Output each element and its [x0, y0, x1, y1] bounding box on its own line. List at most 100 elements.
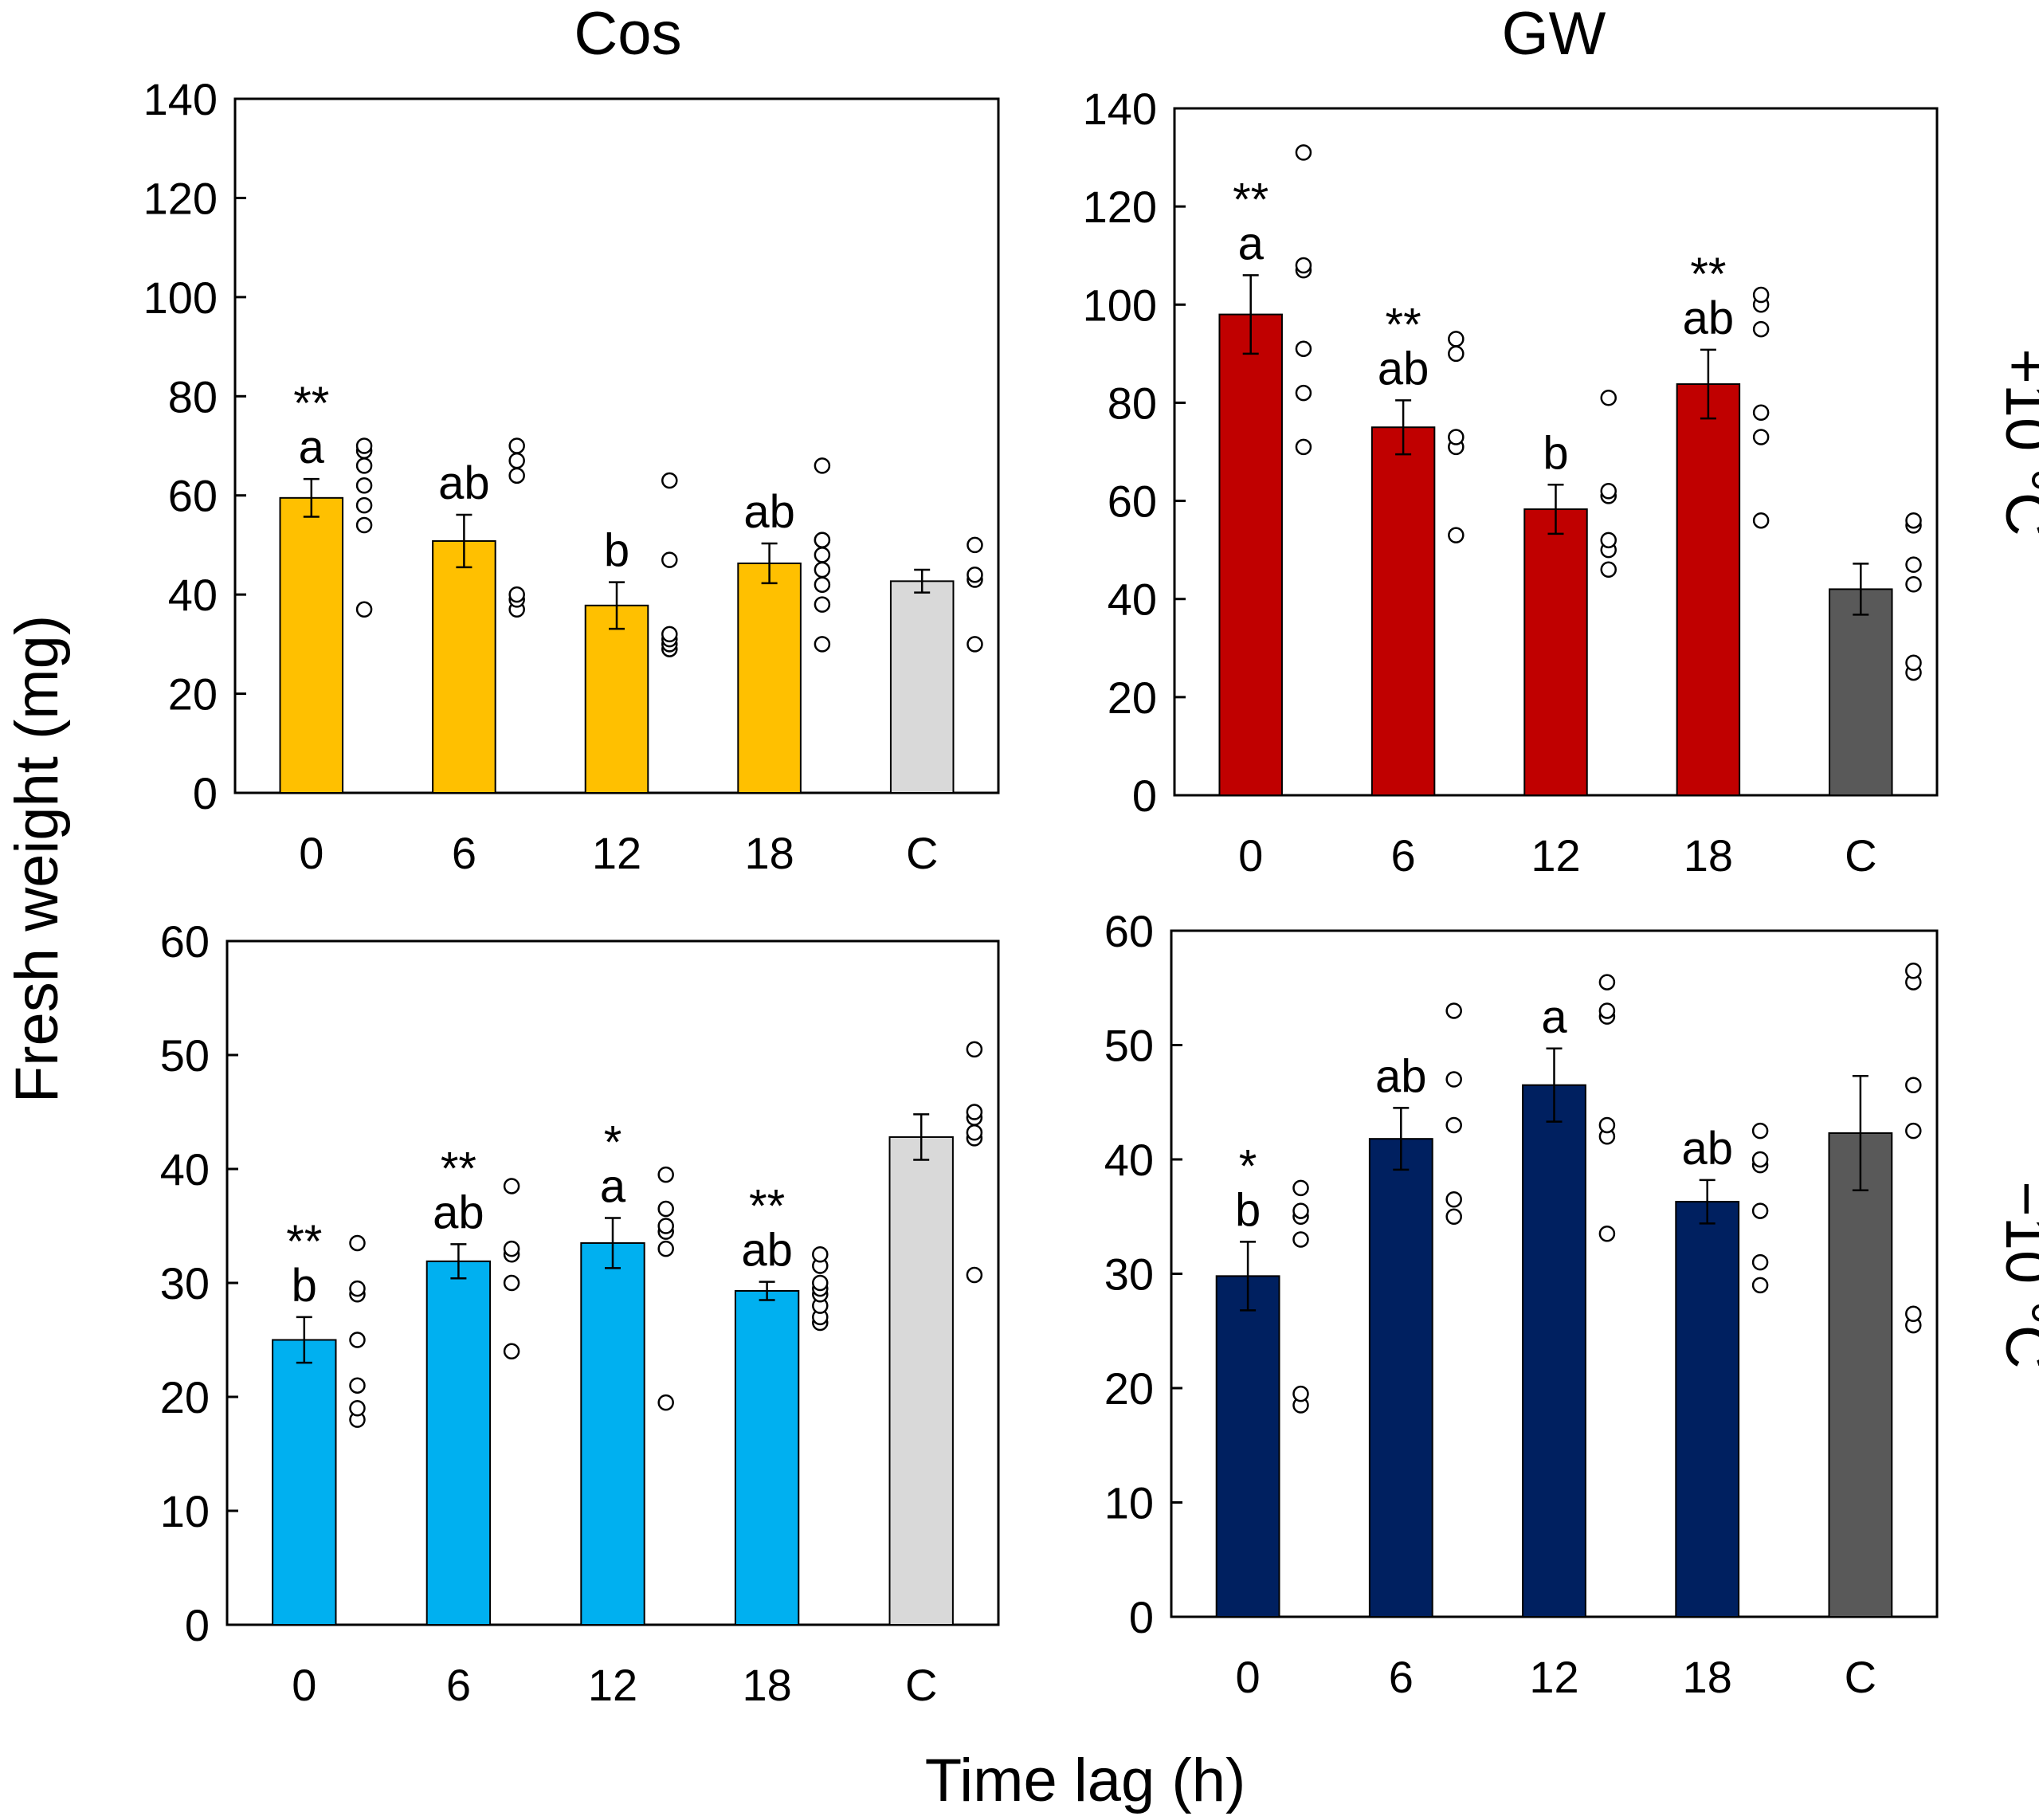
group-letter-cos-plus10-1: ab: [438, 457, 490, 509]
bar-cos-minus10-2: [580, 1241, 645, 1626]
data-point-cos-plus10-0-3: [355, 477, 373, 494]
y-tick-label-gw-plus10-3: 60: [1108, 477, 1157, 527]
data-point-cos-minus10-4-5: [966, 1041, 983, 1058]
data-point-cos-plus10-2-4: [661, 551, 678, 568]
bar-gw-plus10-4: [1829, 588, 1893, 797]
y-tick-label-cos-plus10-0: 0: [193, 768, 218, 818]
group-letter-cos-minus10-3: ab: [741, 1225, 793, 1277]
data-point-gw-plus10-2-4: [1600, 483, 1617, 500]
data-point-gw-plus10-4-3: [1905, 556, 1922, 573]
data-point-gw-minus10-1-3: [1445, 1071, 1462, 1088]
x-tick-label-cos-plus10-4: C: [906, 828, 938, 878]
data-point-gw-minus10-0-5: [1292, 1179, 1309, 1197]
group-letter-cos-minus10-2: a: [600, 1160, 626, 1212]
y-tick-label-cos-minus10-3: 30: [160, 1258, 210, 1308]
data-point-gw-minus10-0-4: [1292, 1202, 1309, 1219]
data-point-gw-plus10-0-0: [1295, 438, 1312, 456]
x-tick-label-gw-minus10-3: 18: [1683, 1652, 1732, 1702]
group-letter-gw-minus10-0: b: [1235, 1184, 1261, 1236]
y-axis-gw-minus10: 0 10 20 30 40 50 60: [1104, 906, 1182, 1642]
data-point-cos-minus10-4-0: [966, 1266, 983, 1284]
bar-gw-minus10-2: [1522, 1084, 1586, 1618]
y-tick-label-gw-minus10-2: 20: [1104, 1363, 1154, 1414]
y-tick-label-gw-plus10-2: 40: [1108, 575, 1157, 625]
x-tick-label-gw-plus10-1: 6: [1391, 830, 1416, 881]
y-tick-label-cos-minus10-1: 10: [160, 1486, 210, 1536]
x-tick-label-gw-plus10-0: 0: [1238, 830, 1263, 881]
data-point-gw-minus10-1-4: [1445, 1002, 1462, 1019]
group-letter-gw-minus10-2: a: [1541, 991, 1567, 1043]
x-tick-label-gw-plus10-2: 12: [1531, 830, 1580, 881]
data-point-gw-minus10-1-0: [1445, 1208, 1462, 1225]
x-tick-label-cos-plus10-1: 6: [452, 828, 476, 878]
data-point-gw-minus10-1-2: [1445, 1116, 1462, 1134]
data-point-cos-plus10-0-4: [355, 457, 373, 474]
x-axis-gw-plus10: 0 6 12 18 C: [1238, 830, 1876, 881]
data-point-gw-minus10-2-4: [1598, 1002, 1616, 1019]
y-tick-label-cos-minus10-2: 20: [160, 1372, 210, 1422]
data-point-gw-minus10-3-5: [1751, 1122, 1769, 1139]
group-letter-gw-plus10-1: ab: [1378, 343, 1429, 394]
data-point-cos-plus10-0-1: [355, 516, 373, 534]
x-tick-label-cos-plus10-2: 12: [592, 828, 641, 878]
bar-cos-minus10-4: [888, 1136, 954, 1626]
significance-stars-cos-plus10-0: **: [293, 378, 329, 430]
group-letter-cos-minus10-0: b: [292, 1260, 317, 1312]
data-point-gw-minus10-2-5: [1598, 974, 1616, 990]
data-point-gw-plus10-0-4: [1295, 257, 1312, 274]
data-point-gw-plus10-2-2: [1600, 531, 1617, 549]
bar-marks-cos-plus10: a** ab b ab: [279, 378, 983, 794]
bar-gw-minus10-3: [1675, 1201, 1740, 1618]
data-point-cos-plus10-3-3: [814, 561, 831, 579]
y-tick-label-gw-minus10-4: 40: [1104, 1135, 1154, 1185]
data-point-cos-plus10-0-2: [355, 496, 373, 514]
data-point-cos-plus10-3-6: [814, 531, 831, 548]
bar-cos-minus10-3: [734, 1290, 800, 1626]
row-label-plus10: +10 °C: [1993, 348, 2039, 535]
bar-marks-gw-minus10: b* ab a ab: [1215, 962, 1922, 1618]
y-tick-label-gw-plus10-1: 20: [1108, 673, 1157, 723]
y-tick-label-cos-plus10-3: 60: [168, 471, 218, 521]
data-point-gw-minus10-3-1: [1751, 1253, 1769, 1271]
bar-gw-minus10-4: [1828, 1132, 1893, 1618]
data-point-gw-minus10-3-4: [1751, 1151, 1769, 1168]
group-letter-gw-plus10-2: b: [1543, 427, 1568, 479]
y-tick-label-cos-plus10-1: 20: [168, 669, 218, 720]
significance-stars-cos-minus10-0: **: [286, 1216, 322, 1268]
x-tick-label-cos-plus10-0: 0: [299, 828, 323, 878]
bar-gw-minus10-1: [1368, 1138, 1433, 1618]
data-point-cos-minus10-0-6: [349, 1234, 366, 1252]
data-point-gw-minus10-2-2: [1598, 1116, 1616, 1134]
data-point-cos-plus10-3-0: [814, 636, 831, 653]
data-point-cos-minus10-2-1: [657, 1240, 674, 1257]
bar-cos-minus10-0: [272, 1339, 337, 1626]
data-point-cos-plus10-1-3: [508, 467, 525, 484]
data-point-cos-minus10-0-1: [349, 1400, 366, 1417]
x-tick-label-cos-minus10-1: 6: [446, 1660, 471, 1710]
data-point-gw-plus10-0-2: [1295, 340, 1312, 357]
bar-cos-plus10-0: [279, 496, 344, 794]
data-point-gw-minus10-4-5: [1905, 962, 1922, 979]
data-point-cos-plus10-2-5: [661, 472, 678, 489]
data-point-cos-plus10-3-2: [814, 576, 831, 593]
data-point-cos-minus10-0-5: [349, 1280, 366, 1297]
group-letter-cos-minus10-1: ab: [433, 1187, 484, 1238]
significance-stars-gw-minus10-0: *: [1239, 1140, 1257, 1192]
data-point-gw-plus10-4-5: [1905, 512, 1922, 529]
y-tick-label-gw-minus10-6: 60: [1104, 906, 1154, 956]
significance-stars-cos-minus10-3: **: [749, 1181, 785, 1233]
panel-cos-plus10: Cos a** ab b ab 0 20 40 60 80 100 120 140 0 6 12 18 C: [143, 0, 1000, 878]
y-axis-cos-plus10: 0 20 40 60 80 100 120 140: [143, 74, 246, 818]
y-tick-label-gw-minus10-3: 30: [1104, 1249, 1154, 1300]
group-letter-gw-minus10-3: ab: [1681, 1123, 1733, 1175]
data-point-cos-plus10-0-0: [355, 601, 373, 618]
data-point-gw-plus10-0-1: [1295, 384, 1312, 402]
data-point-cos-plus10-4-2: [967, 567, 983, 583]
bar-marks-cos-minus10: b**ab** a*ab**: [272, 1041, 983, 1626]
x-tick-label-gw-minus10-2: 12: [1529, 1652, 1578, 1702]
data-point-cos-minus10-4-4: [966, 1104, 983, 1120]
x-tick-label-gw-plus10-4: C: [1845, 830, 1876, 881]
data-point-cos-minus10-3-5: [812, 1274, 829, 1292]
